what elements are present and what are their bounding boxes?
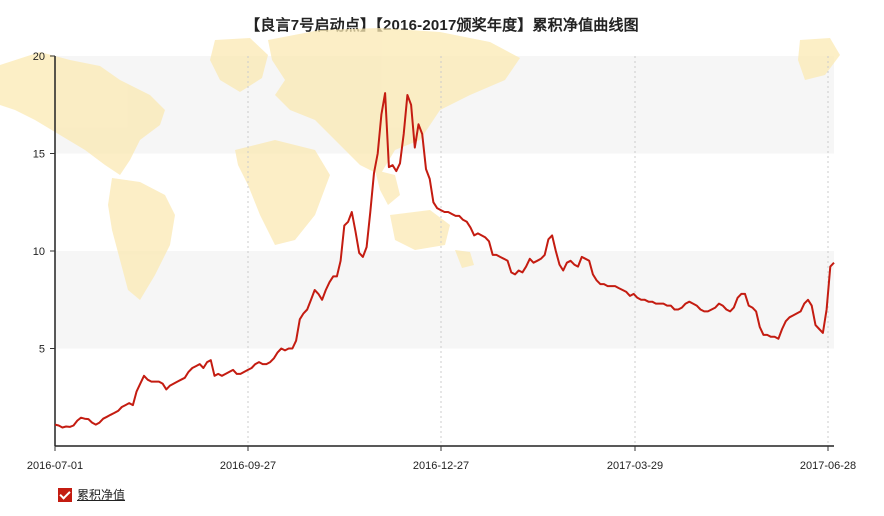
y-tick-label: 10	[33, 246, 45, 258]
series-line-leiji-jingzhi[interactable]	[54, 92, 835, 429]
x-tick-label: 2016-09-27	[220, 460, 276, 472]
y-tick-label: 5	[39, 344, 45, 356]
grid-band	[55, 251, 834, 349]
world-map-watermark	[0, 28, 840, 300]
x-tick-label: 2016-07-01	[27, 460, 83, 472]
y-axis-ticks: 5 10 15 20	[33, 51, 55, 356]
legend[interactable]: 累积净值	[58, 486, 125, 503]
x-tick-label: 2017-06-28	[800, 460, 856, 472]
x-axis-ticks: 2016-07-01 2016-09-27 2016-12-27 2017-03-29…	[27, 446, 856, 472]
x-tick-label: 2017-03-29	[607, 460, 663, 472]
vertical-grid	[247, 56, 829, 446]
legend-check-icon[interactable]	[58, 487, 72, 502]
legend-label[interactable]: 累积净值	[77, 488, 126, 502]
y-tick-label: 15	[33, 149, 45, 161]
x-tick-label: 2016-12-27	[413, 460, 469, 472]
y-tick-label: 20	[33, 51, 45, 63]
